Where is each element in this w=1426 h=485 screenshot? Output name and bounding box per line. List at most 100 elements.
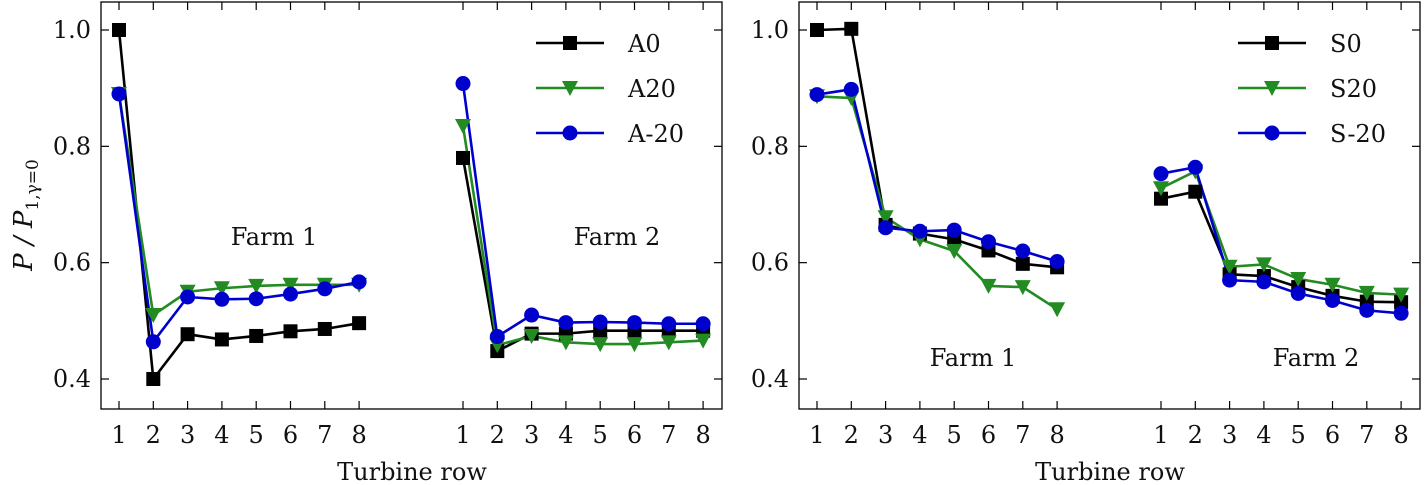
legend-marker-S-20 [1264,125,1280,141]
x-tick-label: 8 [695,421,710,449]
legend-marker-S0 [1265,36,1279,50]
x-tick-label: 4 [1256,421,1271,449]
data-point-A20 [592,337,609,353]
data-point-S-20 [1153,166,1169,182]
x-tick-label: 3 [524,421,539,449]
right-series-markers [809,21,1410,321]
data-point-S-20 [1015,243,1031,259]
data-point-A0 [214,332,229,347]
x-tick-label: 1 [455,421,470,449]
data-point-A-20 [317,281,333,297]
x-tick-label: 8 [1393,421,1408,449]
x-tick-label: 3 [1222,421,1237,449]
data-point-S20 [980,278,997,294]
data-point-S0 [810,23,824,37]
x-tick-label: 3 [180,421,195,449]
data-point-A0 [317,321,332,336]
data-point-S20 [1255,257,1272,273]
data-point-A-20 [214,291,230,307]
x-tick-label: 2 [1188,421,1203,449]
x-tick-label: 7 [317,421,332,449]
data-point-A0 [112,23,126,37]
y-axis-label: P / P1,γ=0 [9,159,43,272]
x-tick-label: 7 [661,421,676,449]
data-point-A20 [626,337,643,353]
x-tick-label: 1 [1153,421,1168,449]
data-point-S20 [1324,277,1341,293]
data-point-A20 [523,328,540,344]
x-tick-label: 7 [1015,421,1030,449]
legend-label-S20: S20 [1330,75,1377,103]
x-tick-label: 8 [351,421,366,449]
x-tick-label: 6 [283,421,298,449]
data-point-A-20 [455,76,471,92]
left-x-axis-label: Turbine row [337,458,487,485]
y-tick-label: 1.0 [751,16,789,44]
data-point-S-20 [1222,272,1238,288]
data-point-A20 [248,278,265,294]
data-point-S-20 [878,220,894,236]
data-point-S20 [1358,285,1375,301]
data-point-A0 [249,328,264,343]
y-tick-label: 0.6 [53,249,91,277]
data-point-A-20 [180,289,196,305]
data-point-S0 [1015,256,1030,271]
x-tick-label: 5 [947,421,962,449]
data-point-A-20 [145,334,161,350]
data-point-A0 [456,150,470,165]
data-point-S-20 [1256,274,1272,290]
x-tick-label: 6 [1325,421,1340,449]
data-point-S0 [1188,184,1203,199]
data-point-A0 [352,316,367,331]
data-point-A20 [213,281,230,297]
data-point-S-20 [981,234,996,250]
data-point-S20 [1393,287,1410,303]
data-point-A-20 [248,291,264,307]
data-point-S20 [1049,302,1066,318]
x-tick-label: 8 [1049,421,1064,449]
x-tick-label: 6 [981,421,996,449]
data-point-A20 [145,308,162,324]
x-tick-label: 5 [593,421,608,449]
data-point-A20 [282,277,299,293]
x-tick-label: 7 [1359,421,1374,449]
x-tick-label: 3 [878,421,893,449]
data-point-S-20 [1393,305,1409,321]
x-tick-label: 5 [1291,421,1306,449]
data-point-A-20 [695,316,711,332]
legend-marker-A-20 [562,125,578,141]
data-point-A0 [146,372,161,386]
x-tick-label: 6 [627,421,642,449]
right-farm2-label: Farm 2 [1273,344,1359,372]
data-point-A20 [695,333,712,349]
x-tick-label: 4 [558,421,573,449]
data-point-S20 [1153,181,1169,197]
data-point-S-20 [809,87,825,103]
legend-marker-S20 [1264,81,1280,96]
y-tick-label: 0.8 [751,132,789,160]
x-tick-label: 2 [146,421,161,449]
data-point-A0 [180,327,195,342]
data-point-S20 [877,210,894,226]
data-point-S0 [1154,191,1168,206]
left-legend: A0 A20 A-20 [536,30,684,148]
data-point-S-20 [1187,159,1203,175]
data-point-A-20 [283,286,298,302]
data-point-S20 [1290,271,1307,287]
data-point-A0 [283,324,298,339]
right-plot-frame [798,1,1421,410]
right-x-axis-label: Turbine row [1035,458,1185,485]
x-tick-label: 2 [844,421,859,449]
legend-label-A20: A20 [627,75,676,103]
y-tick-label: 1.0 [53,16,91,44]
data-point-S20 [1014,280,1031,296]
right-legend: S0 S20 S-20 [1238,30,1386,148]
x-tick-label: 5 [249,421,264,449]
left-farm2-label: Farm 2 [574,223,660,251]
legend-label-S-20: S-20 [1330,120,1386,148]
left-plot-frame [100,1,723,410]
